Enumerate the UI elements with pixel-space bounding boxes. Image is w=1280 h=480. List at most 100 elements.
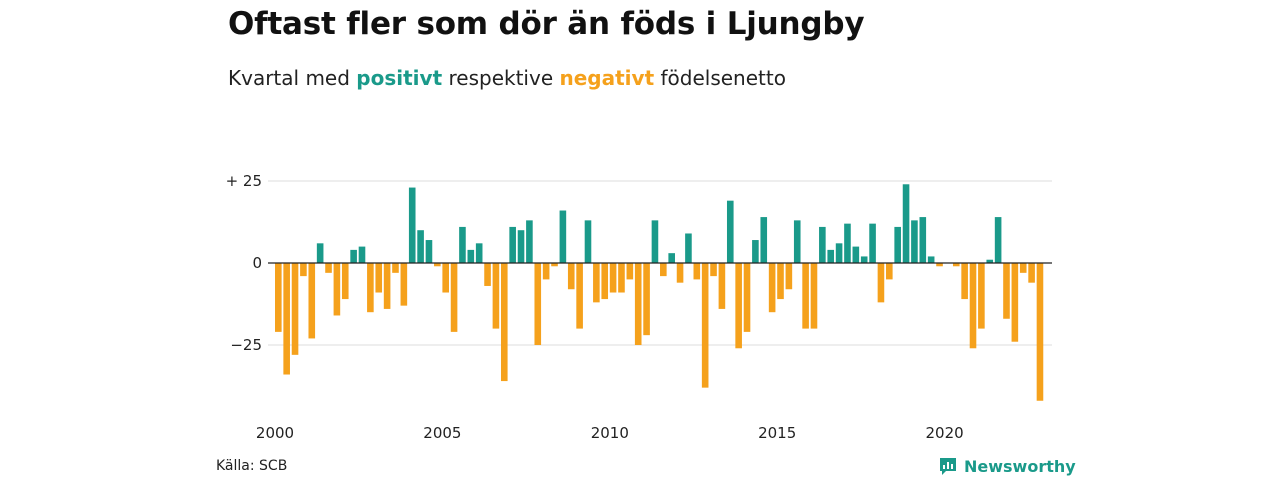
subtitle-prefix: Kvartal med — [228, 66, 350, 90]
bar — [383, 263, 391, 309]
chart-subtitle: Kvartal med positivt respektive negativt… — [228, 66, 786, 90]
bar — [802, 263, 809, 329]
bar — [718, 263, 726, 309]
bar — [500, 263, 508, 382]
subtitle-suffix: födelsenetto — [660, 66, 786, 90]
bar — [902, 184, 910, 263]
bar — [735, 263, 742, 349]
bar — [526, 220, 533, 263]
bar — [961, 263, 968, 300]
bar — [1011, 263, 1019, 342]
bar — [936, 263, 943, 267]
bar — [752, 240, 759, 263]
bar — [793, 220, 801, 263]
x-tick-label: 2005 — [423, 424, 461, 442]
bar — [609, 263, 617, 293]
bar — [459, 226, 466, 263]
bar — [434, 263, 441, 267]
bar — [760, 217, 768, 263]
subtitle-negative: negativt — [559, 66, 655, 90]
bar — [308, 263, 316, 339]
bar — [894, 226, 901, 263]
bar — [350, 249, 357, 263]
bar — [367, 263, 374, 313]
y-axis-labels: + 25 0 −25 — [226, 172, 262, 354]
bar — [576, 263, 583, 329]
bar — [275, 263, 282, 332]
bar — [291, 263, 299, 355]
bar — [358, 246, 366, 263]
bar — [475, 243, 483, 263]
bar — [542, 263, 550, 280]
source-note: Källa: SCB — [216, 458, 288, 474]
bar — [676, 263, 684, 283]
bar — [994, 217, 1002, 263]
subtitle-middle: respektive — [448, 66, 554, 90]
bar — [584, 220, 592, 263]
bar — [869, 223, 876, 263]
bar — [668, 253, 675, 263]
bar — [701, 263, 709, 388]
bar — [777, 263, 784, 300]
x-axis-labels: 2000 2005 2010 2015 2020 — [256, 424, 964, 442]
bar — [634, 263, 642, 345]
bar — [785, 263, 793, 290]
bar — [492, 263, 500, 329]
bar — [325, 263, 332, 273]
bar — [710, 263, 717, 277]
subtitle-positive: positivt — [356, 66, 443, 90]
bar — [919, 217, 927, 263]
bar — [300, 263, 307, 277]
bar — [969, 263, 977, 349]
chart-title: Oftast fler som dör än föds i Ljungby — [228, 6, 865, 42]
bars — [275, 184, 1044, 401]
bar — [425, 240, 433, 263]
bar — [333, 263, 341, 316]
bar — [927, 256, 935, 263]
bar — [819, 226, 826, 263]
bar — [986, 259, 994, 263]
bar — [685, 233, 692, 263]
bar — [551, 263, 558, 267]
bar — [341, 263, 349, 300]
x-tick-label: 2020 — [926, 424, 964, 442]
bar — [534, 263, 542, 345]
gridlines — [268, 180, 1052, 346]
bar — [283, 263, 290, 375]
bar — [559, 210, 567, 263]
bar — [768, 263, 776, 313]
bar — [567, 263, 575, 290]
bar — [643, 263, 650, 336]
bar — [618, 263, 625, 293]
bar — [860, 256, 868, 263]
bar — [835, 243, 843, 263]
brand-name: Newsworthy — [964, 456, 1076, 476]
bar — [601, 263, 609, 300]
bar — [593, 263, 600, 303]
bar — [660, 263, 667, 277]
bar — [693, 263, 701, 280]
bar — [400, 263, 408, 306]
bar — [316, 243, 324, 263]
bar — [1028, 263, 1035, 283]
bar — [392, 263, 399, 273]
x-tick-label: 2015 — [758, 424, 796, 442]
bar — [852, 246, 860, 263]
bar — [743, 263, 751, 332]
y-tick-label: + 25 — [226, 172, 262, 190]
y-tick-label: −25 — [230, 336, 262, 354]
bar — [651, 220, 659, 263]
bar — [844, 223, 851, 263]
bar — [810, 263, 818, 329]
bar — [417, 230, 424, 263]
bar — [626, 263, 634, 280]
bar — [911, 220, 918, 263]
bar — [978, 263, 985, 329]
bar — [1036, 263, 1044, 401]
bar — [484, 263, 491, 286]
bar — [450, 263, 458, 332]
bar — [442, 263, 449, 293]
bar — [886, 263, 893, 280]
x-tick-label: 2010 — [591, 424, 629, 442]
